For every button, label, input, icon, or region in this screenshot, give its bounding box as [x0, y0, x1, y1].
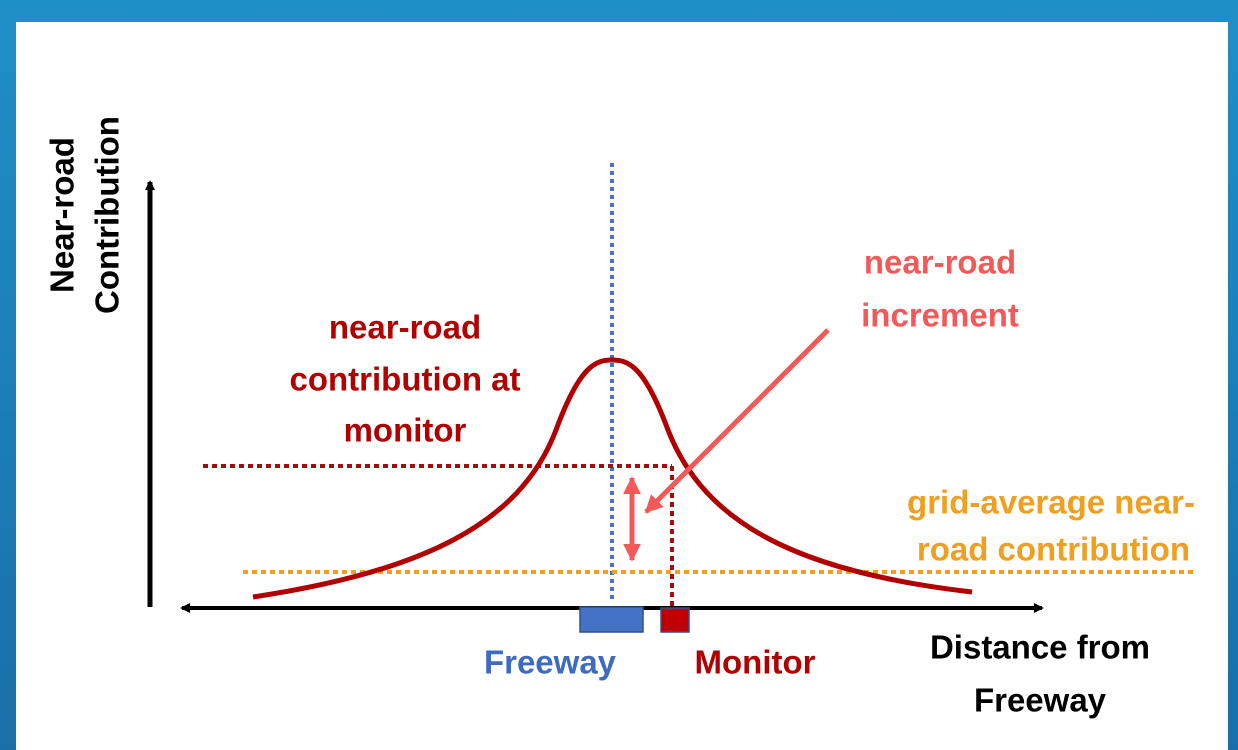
- annotation: contribution at: [290, 361, 521, 398]
- freeway-box: [579, 606, 644, 633]
- concentration-curve: [252, 357, 973, 600]
- annotation: near-road: [329, 309, 481, 346]
- x-axis-label: Distance from: [930, 629, 1150, 666]
- annotation: grid-average near-: [907, 484, 1195, 521]
- annotation: road contribution: [917, 531, 1190, 568]
- freeway-label: Freeway: [484, 644, 617, 681]
- annotation: increment: [861, 297, 1019, 334]
- x-axis-label: Freeway: [974, 682, 1107, 719]
- y-axis-label: Near-road Contribution: [44, 116, 126, 314]
- y-axis-label-line: Near-road: [44, 137, 81, 293]
- monitor-box: [660, 607, 690, 633]
- increment-pointer: [644, 328, 830, 514]
- monitor-label: Monitor: [695, 644, 816, 681]
- y-axis-label-line: Contribution: [89, 116, 126, 314]
- annotation: near-road: [864, 244, 1016, 281]
- annotation: monitor: [344, 412, 467, 449]
